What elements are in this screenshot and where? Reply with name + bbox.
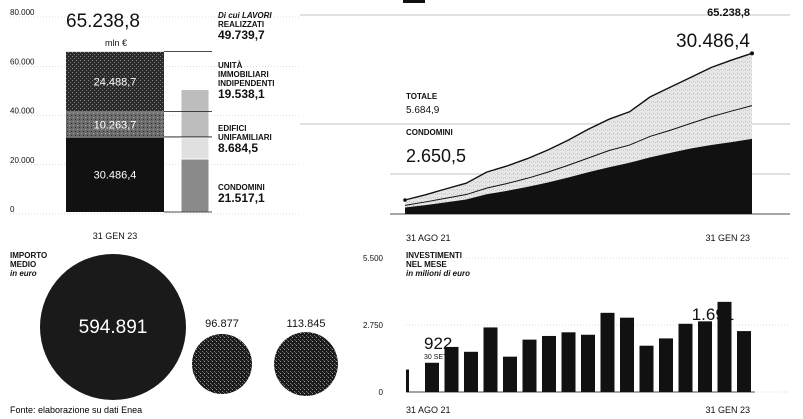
monthly-bar bbox=[425, 362, 439, 392]
monthly-bar bbox=[503, 356, 517, 392]
segment-value-label: 10.263,7 bbox=[94, 119, 137, 131]
bubble-1 bbox=[192, 334, 252, 394]
legend-value: 49.739,7 bbox=[218, 28, 265, 42]
y-tick-label: 0 bbox=[10, 205, 15, 214]
monthly-bar bbox=[542, 335, 556, 392]
monthly-bar bbox=[581, 334, 595, 392]
legend-line: REALIZZATI bbox=[218, 20, 264, 29]
monthly-bar bbox=[659, 338, 673, 392]
y-tick-label: 5.500 bbox=[363, 254, 384, 263]
segment-value-label: 30.486,4 bbox=[94, 169, 137, 181]
monthly-bar bbox=[639, 345, 654, 392]
top-marker bbox=[403, 0, 425, 3]
x-end-label: 31 GEN 23 bbox=[705, 233, 750, 243]
y-tick-label: 20.000 bbox=[10, 156, 35, 165]
legend-line: UNITÀ bbox=[218, 61, 243, 70]
monthly-bar bbox=[737, 331, 751, 392]
total-unit: mln € bbox=[105, 38, 127, 48]
bubble-2 bbox=[274, 332, 338, 396]
annotation-value: 1.691 bbox=[692, 305, 735, 324]
monthly-bar bbox=[483, 327, 498, 392]
totale-start-label: 5.684,9 bbox=[406, 105, 440, 116]
legend-line: IMMOBILIARI bbox=[218, 70, 269, 79]
realized-segment-0 bbox=[180, 158, 210, 213]
monthly-bar bbox=[698, 321, 712, 392]
monthly-bar bbox=[620, 317, 634, 392]
legend-line: UNIFAMILIARI bbox=[218, 133, 272, 142]
monthly-bar bbox=[561, 332, 576, 392]
realized-segment-2 bbox=[180, 89, 210, 139]
x-start-label: 31 AGO 21 bbox=[406, 233, 451, 243]
annotation-value: 922 bbox=[424, 334, 452, 353]
bubble-unit: in euro bbox=[10, 269, 37, 278]
legend-value: 21.517,1 bbox=[218, 191, 265, 205]
monthly-bar bbox=[600, 312, 615, 392]
legend-value: 8.684,5 bbox=[218, 141, 258, 155]
series-name-condomini: CONDOMINI bbox=[406, 128, 453, 137]
bubble-value-label: 96.877 bbox=[205, 318, 239, 330]
legend-value: 19.538,1 bbox=[218, 87, 265, 101]
total-end-point bbox=[750, 51, 754, 56]
monthly-title-line: NEL MESE bbox=[406, 260, 447, 269]
legend-line: Di cui LAVORI bbox=[218, 11, 272, 20]
stacked-segment-1 bbox=[66, 111, 164, 137]
bubble-title-line: IMPORTO bbox=[10, 251, 47, 260]
monthly-bar bbox=[464, 351, 478, 392]
monthly-bar bbox=[717, 301, 732, 392]
total-value: 65.238,8 bbox=[66, 11, 140, 32]
y-tick-label: 2.750 bbox=[363, 321, 384, 330]
source-note: Fonte: elaborazione su dati Enea bbox=[10, 405, 142, 415]
y-tick-label: 60.000 bbox=[10, 57, 35, 66]
monthly-bar-first bbox=[406, 369, 409, 392]
condomini-start-label: 2.650,5 bbox=[406, 146, 466, 166]
stacked-segment-0 bbox=[66, 136, 164, 212]
monthly-unit: in milioni di euro bbox=[406, 269, 470, 278]
annotation-sub: 30 SET 21 bbox=[424, 354, 457, 361]
y-tick-label: 40.000 bbox=[10, 107, 35, 116]
x-end-label: 31 GEN 23 bbox=[705, 405, 750, 415]
realized-segment-1 bbox=[180, 137, 210, 160]
bubble-title-line: MEDIO bbox=[10, 260, 36, 269]
y-tick-label: 80.000 bbox=[10, 8, 35, 17]
middle-line bbox=[404, 105, 753, 206]
legend-line: EDIFICI bbox=[218, 124, 246, 133]
series-name-totale: TOTALE bbox=[406, 92, 438, 101]
x-start-label: 31 AGO 21 bbox=[406, 405, 451, 415]
legend-line: INDIPENDENTI bbox=[218, 79, 274, 88]
condomini-area bbox=[405, 138, 752, 214]
stacked-bar-chart: 80.000 60.000 40.000 20.000 0 30.486,4 10.263,… bbox=[10, 8, 300, 241]
cumulative-area-chart: TOTALE 5.684,9 CONDOMINI 2.650,5 65.238,8 30.… bbox=[300, 0, 790, 243]
segment-value-label: 24.488,7 bbox=[94, 77, 137, 89]
bubble-value-label: 594.891 bbox=[79, 317, 148, 338]
monthly-bar bbox=[522, 339, 537, 392]
x-axis-label: 31 GEN 23 bbox=[93, 231, 138, 241]
y-tick-label: 0 bbox=[379, 388, 384, 397]
monthly-bar bbox=[444, 346, 459, 392]
bubble-value-label: 113.845 bbox=[287, 318, 326, 330]
monthly-bar bbox=[678, 323, 693, 392]
total-start-point bbox=[403, 198, 407, 202]
stacked-segment-2 bbox=[66, 51, 164, 112]
bubble-0 bbox=[40, 254, 186, 400]
total-line bbox=[404, 52, 753, 201]
monthly-title-line: INVESTIMENTI bbox=[406, 251, 462, 260]
condomini-end-label: 30.486,4 bbox=[676, 31, 750, 52]
legend-line: CONDOMINI bbox=[218, 183, 265, 192]
totale-end-label: 65.238,8 bbox=[707, 7, 750, 19]
